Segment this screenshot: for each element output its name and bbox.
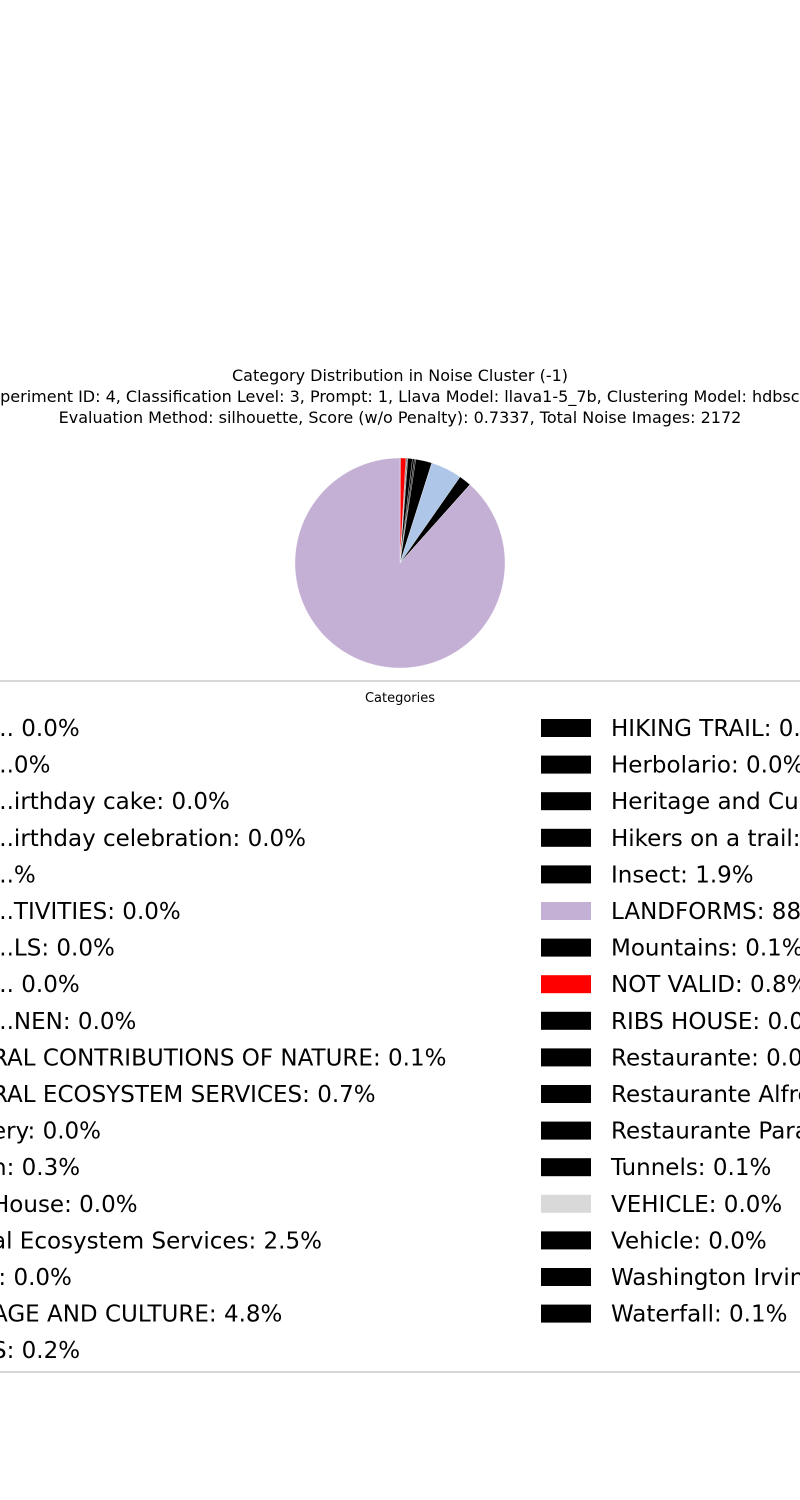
pie-slices [294, 457, 506, 669]
legend-label: Mountains: 0.1% [611, 936, 800, 962]
legend-label: ery: 0.0% [0, 1119, 101, 1145]
legend-label: RIBS HOUSE: 0.0% [611, 1009, 800, 1035]
legend-swatch [541, 902, 591, 920]
legend-label: ...TIVITIES: 0.0% [0, 899, 181, 925]
legend-swatch [541, 1121, 591, 1140]
legend-swatch [541, 1085, 591, 1103]
legend-title: Categories [365, 691, 435, 706]
legend-swatch [541, 1158, 591, 1177]
legend-label: ...LS: 0.0% [0, 936, 115, 962]
legend-label: ...NEN: 0.0% [0, 1009, 136, 1035]
legend-swatch [541, 755, 591, 774]
legend-label: S: 0.2% [0, 1338, 80, 1364]
legend-label: HIKING TRAIL: 0.0% [611, 716, 800, 742]
legend-swatch [541, 828, 591, 847]
legend-swatch [541, 1231, 591, 1250]
legend-swatch [541, 792, 591, 811]
chart-subtitle-line: Experiment ID: 4, Classification Level: … [0, 387, 800, 407]
legend-label: ...0% [0, 753, 50, 779]
legend-label: Insect: 1.9% [611, 862, 754, 888]
legend-label: Restaurante Paraiso: 0.0% [611, 1119, 800, 1145]
legend-swatch [541, 1304, 591, 1323]
legend-label: Vehicle: 0.0% [611, 1228, 767, 1254]
chart-title: Category Distribution in Noise Cluster (… [0, 366, 800, 427]
legend-label: Herbolario: 0.0% [611, 753, 800, 779]
legend-label: Heritage and Culture: 0.0% [611, 789, 800, 815]
legend-label: ...irthday celebration: 0.0% [0, 826, 306, 852]
legend-swatch [541, 1194, 591, 1213]
legend-label: LANDFORMS: 88.4% [611, 899, 800, 925]
legend-label: VEHICLE: 0.0% [611, 1192, 782, 1218]
legend-label: Washington Irving: 0.0% [611, 1265, 800, 1291]
legend-swatch [541, 938, 591, 957]
legend-label: al Ecosystem Services: 2.5% [0, 1228, 322, 1254]
legend-label: n: 0.3% [0, 1155, 80, 1181]
legend-swatch [541, 1268, 591, 1286]
legend-label: ... 0.0% [0, 972, 80, 998]
legend-swatch [541, 1011, 591, 1030]
legend-swatch [541, 975, 591, 994]
legend-swatch [541, 865, 591, 884]
legend-label: ...% [0, 862, 36, 888]
chart-subtitle-line: Evaluation Method: silhouette, Score (w/… [59, 408, 742, 427]
legend-label: House: 0.0% [0, 1192, 138, 1218]
legend-label: ...irthday cake: 0.0% [0, 789, 230, 815]
legend-label: RAL ECOSYSTEM SERVICES: 0.7% [0, 1082, 376, 1108]
legend-label: Waterfall: 0.1% [611, 1302, 787, 1328]
chart-title-line: Category Distribution in Noise Cluster (… [232, 366, 568, 385]
legend-label: NOT VALID: 0.8% [611, 972, 800, 998]
legend-label: AGE AND CULTURE: 4.8% [0, 1302, 282, 1328]
legend-label: Hikers on a trail: 0.0% [611, 826, 800, 852]
legend: Categories ... 0.0% ...0% ...irthday cake:… [0, 680, 800, 1373]
legend-label: Restaurante Alfredo: 0.0% [611, 1082, 800, 1108]
legend-swatch [541, 719, 591, 737]
legend-column-right: HIKING TRAIL: 0.0% Herbolario: 0.0% Herita… [541, 716, 800, 1328]
pie-slice [294, 457, 506, 669]
legend-label: RAL CONTRIBUTIONS OF NATURE: 0.1% [0, 1045, 446, 1071]
legend-label: Tunnels: 0.1% [610, 1155, 771, 1181]
legend-label: Restaurante: 0.0% [611, 1045, 800, 1071]
legend-label: i: 0.0% [0, 1265, 72, 1291]
legend-swatch [541, 1048, 591, 1067]
legend-column-left: ... 0.0% ...0% ...irthday cake: 0.0% ...irt… [0, 716, 446, 1364]
legend-label: ... 0.0% [0, 716, 80, 742]
